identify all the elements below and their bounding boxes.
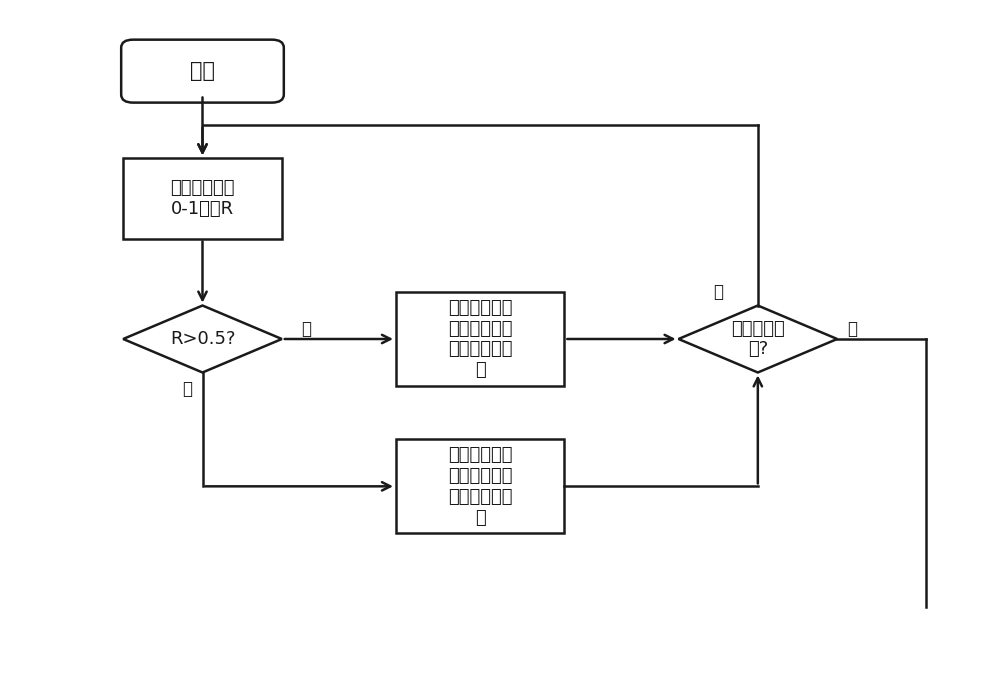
FancyBboxPatch shape <box>121 39 284 102</box>
Bar <box>123 158 282 239</box>
Bar <box>396 439 564 533</box>
Text: 开始: 开始 <box>190 61 215 81</box>
Text: R>0.5?: R>0.5? <box>170 330 235 348</box>
Bar <box>396 292 564 386</box>
Text: 完成一个周
期?: 完成一个周 期? <box>731 319 785 359</box>
Polygon shape <box>123 306 282 372</box>
Text: 否: 否 <box>713 283 723 301</box>
Text: 是: 是 <box>847 320 857 338</box>
Polygon shape <box>678 306 837 372</box>
Text: 否: 否 <box>183 380 193 398</box>
Text: 是: 是 <box>302 320 312 338</box>
Text: 随机生成一个
0-1的数R: 随机生成一个 0-1的数R <box>170 179 235 218</box>
Text: 注入较低频率
信号以及生成
对应的解调信
号: 注入较低频率 信号以及生成 对应的解调信 号 <box>448 446 512 527</box>
Text: 注入较高频率
信号以及生成
对应的解调信
号: 注入较高频率 信号以及生成 对应的解调信 号 <box>448 299 512 379</box>
